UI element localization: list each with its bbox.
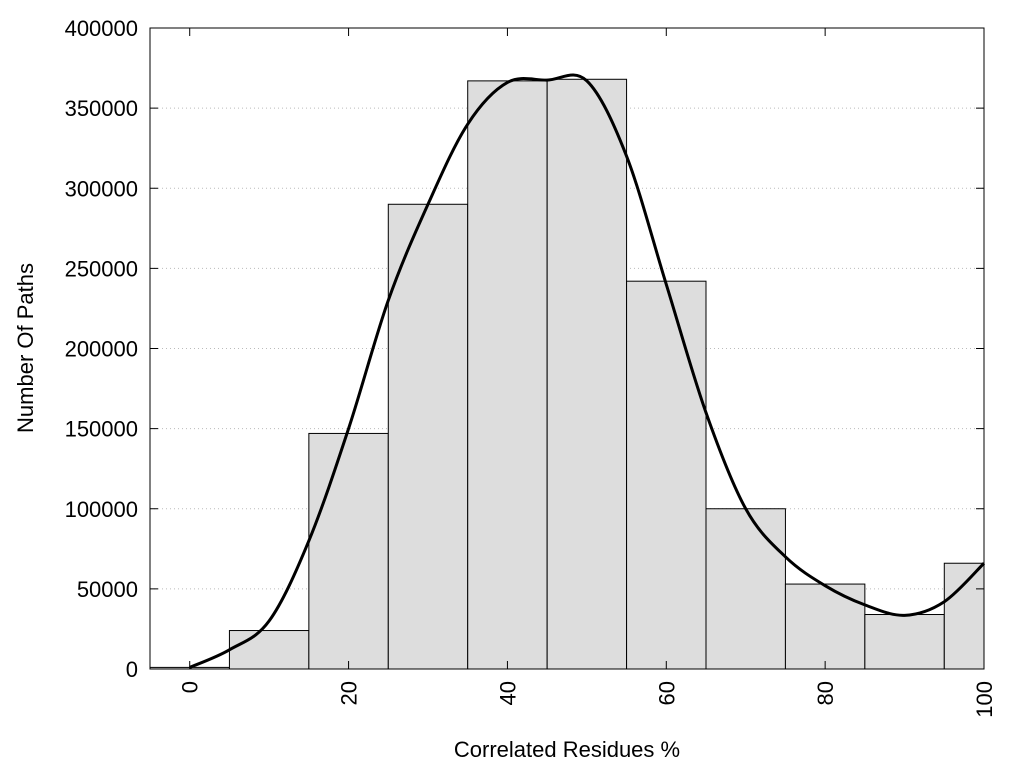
y-tick-label: 0 — [126, 657, 138, 682]
density-curve-line — [189, 73, 986, 669]
x-tick-label: 100 — [972, 681, 997, 718]
histogram-bar — [467, 80, 548, 670]
y-tick-label: 300000 — [65, 176, 138, 201]
x-tick-label: 60 — [654, 681, 679, 705]
y-tick-label: 250000 — [65, 256, 138, 281]
histogram-bars — [149, 78, 985, 670]
histogram-bar — [943, 562, 985, 670]
histogram-bar — [626, 280, 707, 670]
histogram-bar — [705, 508, 786, 670]
x-tick-label: 0 — [178, 681, 203, 693]
y-tick-label: 200000 — [65, 337, 138, 362]
histogram-bar — [387, 203, 469, 670]
y-tick-label: 50000 — [77, 577, 138, 602]
histogram-bar — [546, 78, 628, 670]
y-axis-label: Number Of Paths — [13, 263, 38, 433]
x-tick-label: 80 — [813, 681, 838, 705]
density-curve — [189, 73, 986, 669]
x-axis-ticks: 0 20 40 60 80 100 — [178, 28, 997, 718]
x-axis-label: Correlated Residues % — [454, 737, 680, 762]
y-tick-label: 100000 — [65, 497, 138, 522]
x-tick-label: 40 — [495, 681, 520, 705]
histogram-bar — [784, 583, 866, 670]
x-tick-label: 20 — [337, 681, 362, 705]
y-axis-ticks: 0 50000 100000 150000 200000 250000 300000 3500… — [65, 16, 984, 682]
histogram-bar — [864, 614, 945, 670]
y-tick-label: 400000 — [65, 16, 138, 41]
y-tick-label: 150000 — [65, 417, 138, 442]
histogram-bar — [308, 432, 389, 670]
histogram-bar — [228, 630, 310, 670]
y-tick-label: 350000 — [65, 96, 138, 121]
